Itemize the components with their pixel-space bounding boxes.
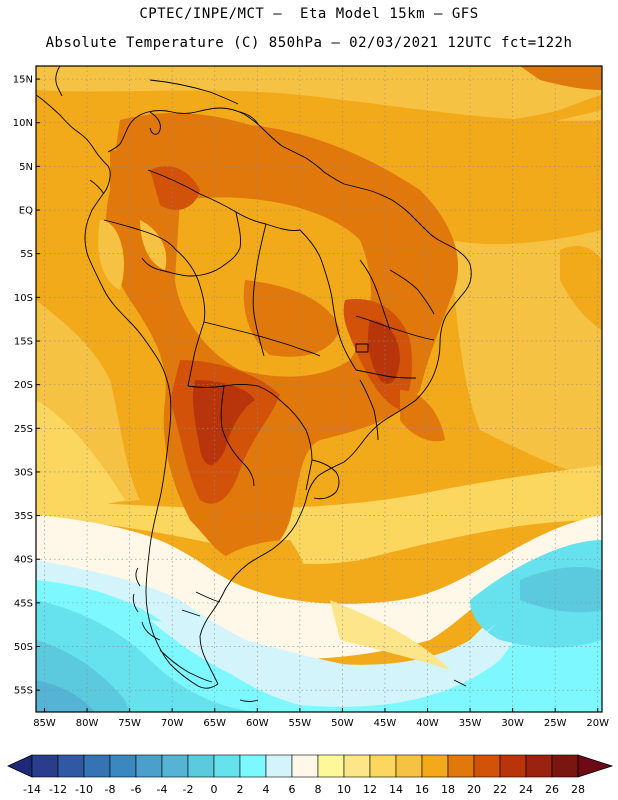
colorbar-tick-label: 26 (545, 783, 559, 796)
lon-label: 55W (289, 718, 312, 729)
lat-label: 15S (14, 336, 33, 347)
lon-label: 65W (203, 718, 226, 729)
colorbar-swatch (239, 754, 267, 778)
map-frame (35, 65, 603, 713)
map-title-line-2: Absolute Temperature (C) 850hPa — 02/03/… (45, 35, 573, 51)
colorbar-swatch (291, 754, 319, 778)
lat-label: 5S (20, 249, 33, 260)
lon-label: 20W (586, 718, 609, 729)
colorbar-tick-label: 28 (571, 783, 585, 796)
colorbar-tick-label: -14 (23, 783, 41, 796)
lat-label: 15N (13, 75, 33, 86)
colorbar-swatch (135, 754, 163, 778)
lat-label: 20S (14, 380, 33, 391)
colorbar-tick-label: -4 (157, 783, 168, 796)
colorbar-swatch (447, 754, 475, 778)
colorbar-tick-label: 20 (467, 783, 481, 796)
colorbar-tick-label: 2 (237, 783, 244, 796)
latitude-labels: 15N 10N 5N EQ 5S 10S 15S 20S 25S 30S 35S 40S 45S 50S 5… (13, 75, 40, 697)
lon-label: 35W (459, 718, 482, 729)
colorbar-swatch (265, 754, 293, 778)
colorbar-tick-labels: -14 -12 -10 -8 -6 -4 -2 0 2 4 6 8 10 12 14 16 18 20 22 24 26… (23, 783, 585, 796)
colorbar-swatch (57, 754, 85, 778)
colorbar-swatch (213, 754, 241, 778)
temperature-field (36, 66, 602, 712)
colorbar-tick-label: 4 (263, 783, 270, 796)
colorbar-tick-label: -12 (49, 783, 67, 796)
colorbar-swatch (31, 754, 59, 778)
lon-label: 40W (416, 718, 439, 729)
lat-label: 30S (14, 467, 33, 478)
lat-label: 50S (14, 642, 33, 653)
lat-label: 5N (19, 162, 33, 173)
lon-label: 45W (374, 718, 397, 729)
colorbar-swatch (551, 754, 579, 778)
colorbar-tick-label: 6 (289, 783, 296, 796)
colorbar-tick-label: -2 (183, 783, 194, 796)
colorbar-tick-label: 12 (363, 783, 377, 796)
colorbar-swatch (317, 754, 345, 778)
colorbar-swatch (369, 754, 397, 778)
longitude-labels: 85W 80W 75W 70W 65W 60W 55W 50W 45W 40W 35W 30W 25W 2… (33, 708, 609, 729)
colorbar-tick-label: 0 (211, 783, 218, 796)
lat-label: 25S (14, 424, 33, 435)
lon-label: 50W (331, 718, 354, 729)
colorbar-tick-label: 8 (315, 783, 322, 796)
colorbar (7, 754, 614, 778)
colorbar-max-arrow (577, 754, 614, 778)
coastlines-and-borders (36, 66, 472, 702)
colorbar-swatch (421, 754, 449, 778)
lat-label: 55S (14, 686, 33, 697)
map-title-line-1: CPTEC/INPE/MCT — Eta Model 15km — GFS (139, 6, 479, 22)
lon-label: 30W (501, 718, 524, 729)
colorbar-tick-label: 18 (441, 783, 455, 796)
colorbar-tick-label: -10 (75, 783, 93, 796)
colorbar-swatch (161, 754, 189, 778)
lat-label: 35S (14, 511, 33, 522)
lon-label: 75W (118, 718, 141, 729)
lat-label: 10N (13, 118, 33, 129)
colorbar-tick-label: -8 (105, 783, 116, 796)
colorbar-tick-label: 10 (337, 783, 351, 796)
colorbar-tick-label: 14 (389, 783, 403, 796)
lon-label: 80W (76, 718, 99, 729)
lon-label: 70W (161, 718, 184, 729)
lon-label: 60W (246, 718, 269, 729)
colorbar-tick-label: -6 (131, 783, 142, 796)
lon-label: 85W (33, 718, 56, 729)
colorbar-min-arrow (7, 754, 33, 778)
colorbar-swatch (525, 754, 553, 778)
lon-label: 25W (544, 718, 567, 729)
colorbar-tick-label: 16 (415, 783, 429, 796)
colorbar-swatch (109, 754, 137, 778)
lat-label: 45S (14, 598, 33, 609)
colorbar-swatch (343, 754, 371, 778)
lat-label: EQ (19, 206, 33, 217)
lat-label: 40S (14, 555, 33, 566)
colorbar-swatch (473, 754, 501, 778)
colorbar-tick-label: 22 (493, 783, 507, 796)
colorbar-swatch (499, 754, 527, 778)
colorbar-swatch (187, 754, 215, 778)
colorbar-swatch (395, 754, 423, 778)
lat-label: 10S (14, 293, 33, 304)
colorbar-tick-label: 24 (519, 783, 533, 796)
colorbar-swatch (83, 754, 111, 778)
